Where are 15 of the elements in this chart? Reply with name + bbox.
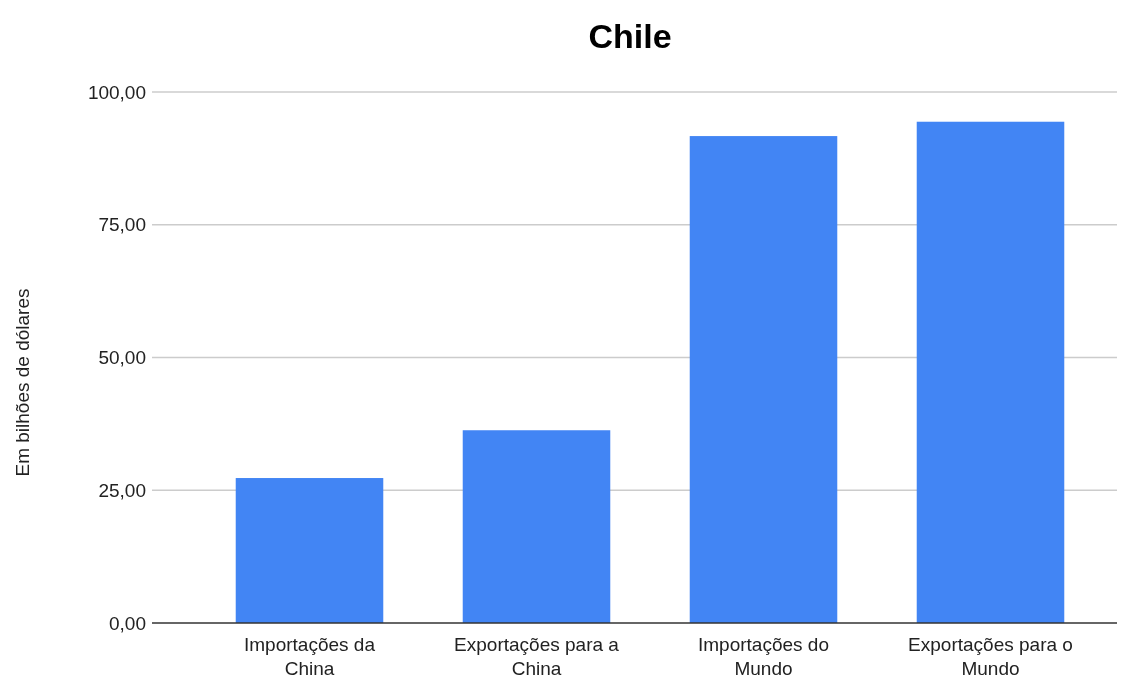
bar bbox=[916, 121, 1065, 623]
x-tick-label: Importações do Mundo bbox=[698, 634, 829, 679]
x-tick-label: Importações da China bbox=[244, 634, 376, 679]
y-tick-label: 75,00 bbox=[98, 214, 146, 236]
bar bbox=[689, 136, 838, 623]
y-tick-label: 50,00 bbox=[98, 347, 146, 369]
bar bbox=[462, 430, 611, 623]
y-tick-label: 0,00 bbox=[109, 612, 146, 634]
chart-title: Chile bbox=[588, 17, 672, 55]
bar bbox=[235, 478, 384, 623]
x-tick-label: Exportações para a China bbox=[454, 634, 620, 679]
y-axis-title: Em bilhões de dólares bbox=[12, 288, 33, 477]
x-tick-label: Exportações para o Mundo bbox=[908, 634, 1073, 679]
y-tick-label: 100,00 bbox=[87, 81, 146, 103]
y-tick-label: 25,00 bbox=[98, 479, 146, 501]
